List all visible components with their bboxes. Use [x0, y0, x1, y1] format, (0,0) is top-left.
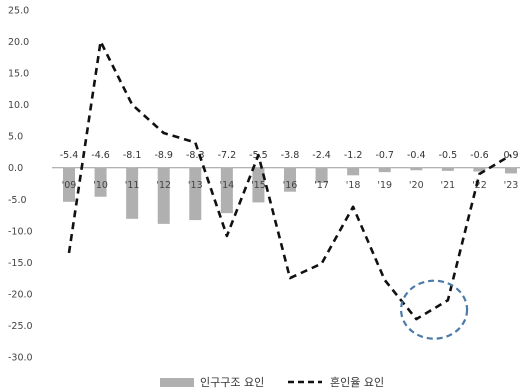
- y-tick-label: -30.0: [8, 353, 33, 364]
- bar-data-label: -4.6: [91, 150, 110, 161]
- legend: 인구구조 요인 혼인율 요인: [160, 376, 384, 388]
- x-tick-label: '10: [93, 180, 108, 191]
- bar-data-label: -8.9: [154, 150, 173, 161]
- bar-6: [252, 167, 265, 203]
- x-tick-label: '11: [125, 180, 140, 191]
- x-tick-label: '13: [188, 180, 203, 191]
- bar-2: [126, 167, 139, 219]
- annotation-layer: [399, 279, 469, 340]
- bar-14: [505, 167, 517, 174]
- bar-1: [94, 167, 107, 197]
- bar-5: [220, 167, 233, 214]
- bar-data-label: -1.2: [344, 150, 363, 161]
- x-tick-label: '12: [156, 180, 171, 191]
- x-tick-label: '19: [377, 180, 392, 191]
- x-tick-label: '14: [220, 180, 235, 191]
- x-axis: '09 '10 '11 '12 '13 '14 '15 '16 '17 '18 '19 '20 '21 '…: [62, 180, 519, 191]
- bar-11: [410, 167, 423, 171]
- legend-line-label: 혼인율 요인: [330, 376, 384, 388]
- y-tick-label: -5.0: [8, 195, 27, 206]
- y-tick-label: -10.0: [8, 226, 33, 237]
- bar-series: [63, 167, 517, 224]
- bar-data-labels: -5.4 -4.6 -8.1 -8.9 -8.3 -7.2 -5.5 -3.8 -2.4 -1.2…: [60, 150, 519, 161]
- bar-data-label: -0.4: [407, 150, 426, 161]
- x-tick-label: '16: [283, 180, 298, 191]
- legend-bar-label: 인구구조 요인: [200, 376, 264, 388]
- bar-8: [315, 167, 328, 183]
- bar-data-label: -8.3: [186, 150, 205, 161]
- bar-data-label: -3.8: [281, 150, 300, 161]
- y-tick-label: -15.0: [8, 258, 33, 269]
- annotation-ellipse: [399, 279, 469, 340]
- bar-3: [157, 167, 170, 224]
- bar-data-label: -5.4: [60, 150, 79, 161]
- bar-data-label: -7.2: [218, 150, 237, 161]
- line-series-path: [67, 40, 512, 321]
- y-tick-label: 20.0: [8, 37, 29, 48]
- x-tick-label: '22: [472, 180, 487, 191]
- bar-data-label: -0.6: [470, 150, 489, 161]
- y-tick-label: -20.0: [8, 289, 33, 300]
- x-tick-label: '18: [346, 180, 361, 191]
- bar-data-label: -8.1: [123, 150, 142, 161]
- y-tick-label: 15.0: [8, 69, 29, 80]
- bar-9: [347, 167, 360, 176]
- x-tick-label: '23: [504, 180, 519, 191]
- bar-4: [189, 167, 202, 221]
- bar-13: [473, 167, 486, 172]
- x-tick-label: '17: [314, 180, 329, 191]
- x-tick-label: '09: [62, 180, 77, 191]
- y-tick-label: -25.0: [8, 321, 33, 332]
- bar-12: [441, 167, 454, 171]
- bar-data-label: -2.4: [312, 150, 331, 161]
- bar-data-label: -0.5: [439, 150, 458, 161]
- y-tick-label: 25.0: [8, 6, 29, 17]
- x-tick-label: '15: [251, 180, 266, 191]
- bar-7: [284, 167, 296, 192]
- bar-10: [378, 167, 391, 173]
- bar-0: [63, 167, 75, 202]
- y-tick-label: 10.0: [8, 100, 29, 111]
- x-tick-label: '21: [441, 180, 456, 191]
- y-tick-label: 5.0: [8, 132, 23, 143]
- bar-data-label: -0.7: [375, 150, 394, 161]
- y-tick-label: 0.0: [8, 163, 23, 174]
- line-series: [67, 40, 512, 321]
- legend-bar-swatch: [160, 378, 194, 387]
- x-tick-label: '20: [409, 180, 424, 191]
